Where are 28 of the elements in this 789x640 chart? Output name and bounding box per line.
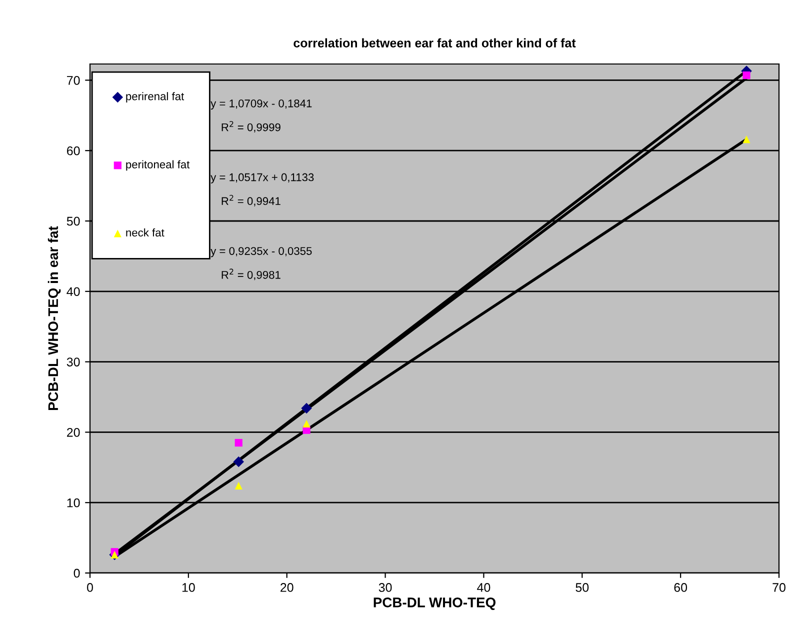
x-tick-label: 70 <box>772 583 786 592</box>
y-tick-label: 20 <box>67 428 80 437</box>
chart-title: correlation between ear fat and other kind of fat <box>294 38 576 48</box>
x-tick-label: 50 <box>576 583 589 592</box>
annotation: y = 1,0517x + 0,1133 <box>210 173 314 184</box>
annotation: R$^{2}$ = 0,9941 <box>222 194 280 206</box>
annotation: R$^{2}$ = 0,9981 <box>222 268 280 280</box>
annotation: y = 1,0709x - 0,1841 <box>210 100 312 110</box>
y-tick-label: 10 <box>67 498 80 508</box>
y-tick-label: 50 <box>66 216 80 226</box>
y-axis-title: PCB-DL WHO-TEQ in ear fat <box>48 226 61 410</box>
legend-label: perirenal fat <box>126 92 184 102</box>
x-tick-label: 0 <box>87 583 93 592</box>
x-tick-label: 30 <box>378 583 392 592</box>
x-tick-label: 20 <box>280 583 294 592</box>
y-tick-label: 30 <box>66 358 80 366</box>
legend-label: neck fat <box>126 228 164 237</box>
y-tick-label: 60 <box>67 146 80 156</box>
x-tick-label: 10 <box>182 583 195 592</box>
y-tick-label: 40 <box>66 287 80 296</box>
legend-label: peritoneal fat <box>126 160 190 171</box>
y-tick-label: 0 <box>74 568 80 578</box>
x-axis-title: PCB-DL WHO-TEQ <box>374 598 496 610</box>
annotation: y = 0,9235x - 0,0355 <box>210 247 312 258</box>
y-tick-label: 70 <box>67 76 80 85</box>
annotation: R$^{2}$ = 0,9999 <box>222 121 280 133</box>
x-tick-label: 40 <box>477 583 490 592</box>
x-tick-label: 60 <box>674 583 688 592</box>
